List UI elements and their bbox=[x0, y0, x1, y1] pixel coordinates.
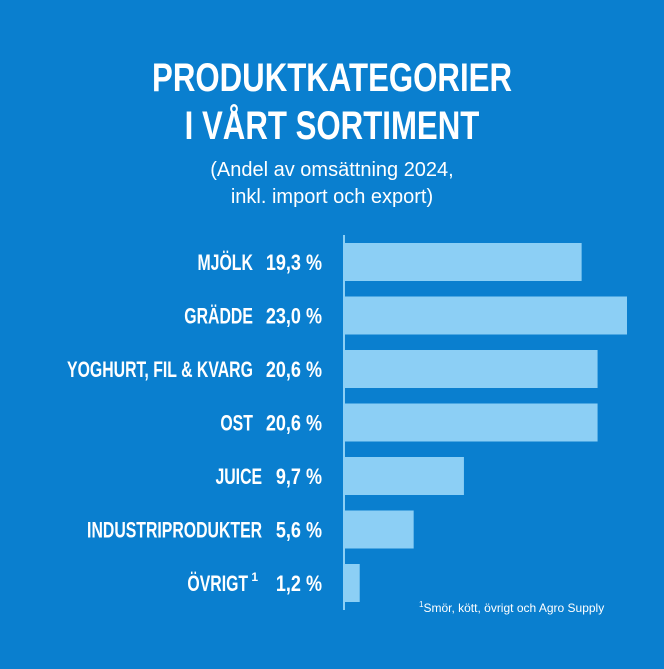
value-label-6: 1,2 % bbox=[276, 572, 322, 596]
bar-5 bbox=[345, 510, 414, 549]
category-label-6: ÖVRIGT bbox=[187, 573, 248, 597]
bar-6 bbox=[345, 564, 360, 602]
chart-title-line-1: PRODUKTKATEGORIER bbox=[152, 56, 512, 100]
footnote: 1Smör, kött, övrigt och Agro Supply bbox=[419, 600, 604, 615]
category-label-5: INDUSTRIPRODUKTER bbox=[87, 519, 262, 543]
footnote-marker: 1 bbox=[419, 600, 424, 609]
chart-subtitle-line-2: inkl. import och export) bbox=[230, 186, 434, 208]
bar-2 bbox=[345, 350, 598, 388]
value-label-0: 19,3 % bbox=[266, 251, 322, 275]
footnote-marker-6: 1 bbox=[251, 570, 258, 584]
footnote-text: Smör, kött, övrigt och Agro Supply bbox=[423, 601, 605, 615]
chart-title-line-2: I VÅRT SORTIMENT bbox=[184, 104, 480, 148]
value-label-3: 20,6 % bbox=[266, 412, 322, 436]
value-label-2: 20,6 % bbox=[266, 358, 322, 382]
chart-subtitle-line-1: (Andel av omsättning 2024, bbox=[210, 159, 454, 181]
bar-4 bbox=[345, 457, 464, 495]
value-label-1: 23,0 % bbox=[266, 305, 322, 329]
category-label-0: MJÖLK bbox=[197, 252, 253, 276]
category-label-2: YOGHURT, FIL & KVARG bbox=[67, 359, 253, 383]
bar-0 bbox=[345, 243, 582, 281]
category-label-1: GRÄDDE bbox=[184, 305, 253, 329]
value-label-5: 5,6 % bbox=[276, 519, 322, 543]
value-label-4: 9,7 % bbox=[276, 465, 322, 489]
category-label-4: JUICE bbox=[215, 466, 262, 490]
bar-3 bbox=[345, 403, 598, 442]
bar-1 bbox=[345, 296, 627, 335]
category-label-3: OST bbox=[220, 412, 253, 436]
